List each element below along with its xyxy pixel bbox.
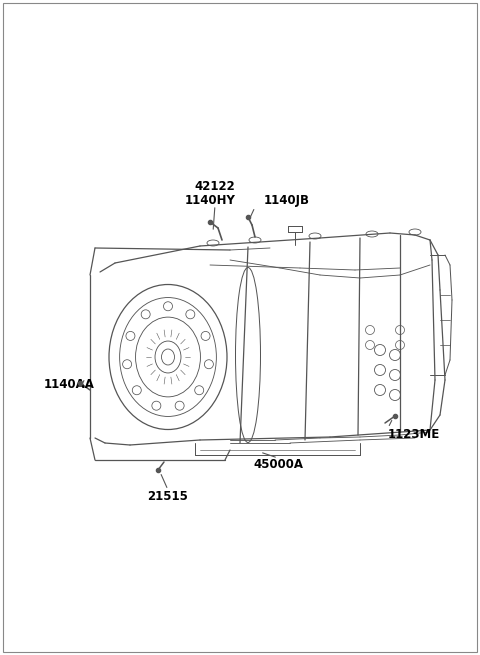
- Text: 21515: 21515: [147, 490, 189, 503]
- Text: 42122: 42122: [194, 180, 235, 193]
- Text: 1140AA: 1140AA: [44, 378, 95, 391]
- Text: 1140JB: 1140JB: [264, 194, 310, 207]
- Text: 1140HY: 1140HY: [185, 194, 235, 207]
- Text: 1123ME: 1123ME: [388, 428, 440, 441]
- Text: 45000A: 45000A: [253, 458, 303, 471]
